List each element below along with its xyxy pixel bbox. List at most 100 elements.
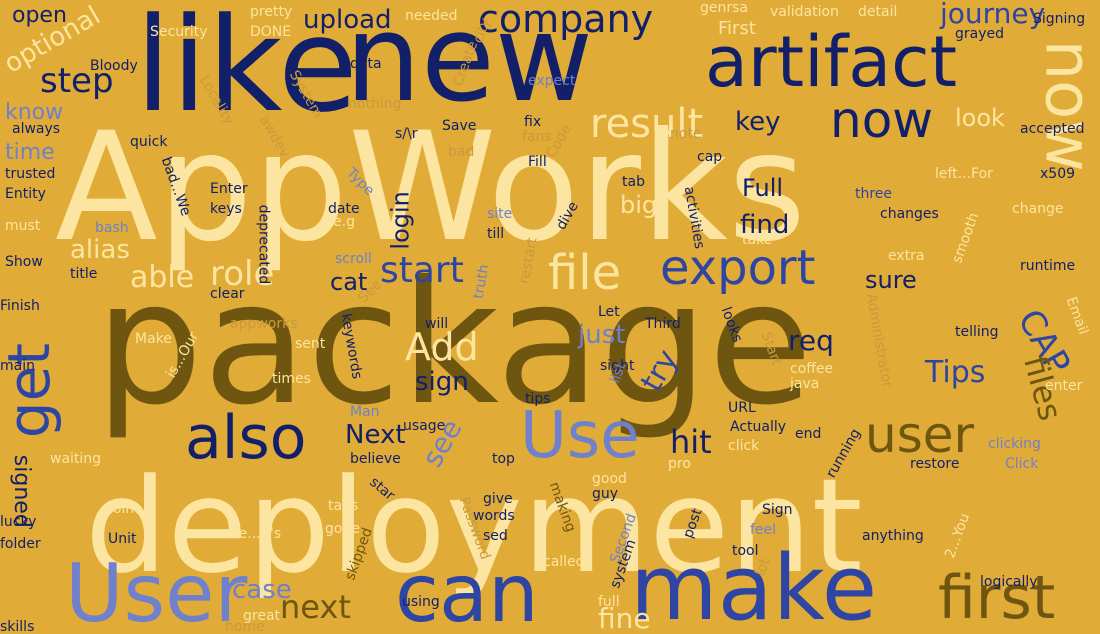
cloud-word: smooth	[949, 211, 983, 266]
cloud-word: able	[130, 260, 195, 295]
cloud-word: Administrator	[862, 292, 895, 390]
cloud-word: expect	[528, 73, 576, 90]
cloud-word: export	[660, 239, 816, 296]
cloud-word: home	[225, 619, 265, 634]
cloud-word: big	[620, 191, 658, 220]
cloud-word: Tips	[925, 355, 986, 390]
cloud-word: Third	[645, 316, 681, 333]
cloud-word: pretty	[250, 4, 293, 21]
cloud-word: deployment	[85, 450, 863, 602]
cloud-word: cap	[697, 149, 723, 166]
cloud-word: bash	[95, 220, 129, 237]
cloud-word: three	[855, 186, 893, 203]
cloud-word: know	[5, 100, 64, 126]
cloud-word: grayed	[955, 26, 1005, 43]
cloud-word: believe	[350, 451, 401, 468]
cloud-word: give	[483, 491, 513, 508]
cloud-word: Show	[5, 254, 43, 271]
cloud-word: Fill	[528, 154, 547, 171]
cloud-word: alias	[70, 234, 130, 265]
cloud-word: time	[5, 140, 55, 166]
cloud-word: start	[380, 249, 464, 291]
cloud-word: sent	[295, 336, 326, 353]
cloud-word: left...For	[935, 166, 993, 183]
cloud-word: runtime	[1020, 258, 1076, 275]
cloud-word: logically	[980, 574, 1038, 591]
cloud-word: anything	[862, 528, 924, 545]
cloud-word: First	[718, 17, 756, 39]
cloud-word: Next	[345, 419, 406, 450]
cloud-word: deprecated	[255, 204, 272, 285]
cloud-word: req	[788, 323, 834, 357]
cloud-word: point	[104, 501, 140, 518]
cloud-word: sight	[600, 358, 635, 375]
cloud-word: changes	[880, 206, 939, 223]
cloud-word: package	[95, 245, 813, 443]
cloud-word: Bloody	[90, 58, 138, 75]
cloud-word: URL	[728, 400, 756, 417]
cloud-word: bad	[448, 144, 475, 161]
cloud-word: gone	[325, 521, 360, 538]
cloud-word: sign	[415, 366, 469, 397]
cloud-word: Save	[442, 118, 477, 135]
cloud-word: java	[790, 376, 820, 393]
cloud-word: Man	[350, 404, 380, 421]
cloud-word: new	[345, 0, 594, 129]
cloud-word: e.g	[333, 214, 355, 231]
cloud-word: Click	[1005, 456, 1039, 473]
cloud-word: me...it's	[225, 526, 282, 543]
cloud-word: now	[830, 91, 934, 149]
cloud-word: role	[210, 254, 275, 295]
cloud-word: case	[232, 574, 292, 605]
cloud-word: take	[742, 232, 773, 249]
cloud-word: date	[328, 201, 360, 218]
cloud-word: get	[0, 342, 63, 438]
cloud-word: cat	[330, 268, 368, 297]
cloud-word: Unit	[108, 531, 137, 548]
cloud-word: folder	[0, 536, 41, 553]
cloud-word: x509	[1040, 166, 1076, 183]
cloud-word: Sign	[762, 502, 793, 519]
cloud-word: tab	[622, 174, 645, 191]
cloud-word: result	[590, 101, 704, 147]
cloud-word: must	[5, 218, 41, 235]
cloud-word: sure	[865, 266, 917, 295]
cloud-word: DONE	[250, 24, 292, 41]
cloud-word: quick	[130, 134, 168, 151]
cloud-word: User	[65, 547, 248, 634]
cloud-word: nothing	[348, 96, 402, 113]
cloud-word: full	[598, 594, 620, 611]
cloud-word: top	[492, 451, 515, 468]
cloud-word: note	[670, 126, 702, 143]
cloud-word: accepted	[1020, 121, 1085, 138]
cloud-word: telling	[955, 324, 999, 341]
cloud-word: find	[740, 209, 790, 240]
cloud-word: restore	[910, 456, 960, 473]
cloud-word: just	[578, 319, 626, 350]
cloud-word: user	[865, 406, 975, 464]
cloud-word: now	[1030, 40, 1100, 173]
cloud-word: words	[473, 508, 515, 525]
cloud-word: Use	[520, 399, 640, 474]
cloud-word: Let	[598, 304, 620, 321]
cloud-word: till	[487, 226, 505, 243]
cloud-word: lucky	[0, 514, 37, 531]
cloud-word: journey	[940, 0, 1046, 30]
cloud-word: fine	[598, 601, 651, 634]
cloud-word: key	[735, 106, 781, 137]
cloud-word: can	[395, 547, 539, 634]
cloud-word: detail	[858, 4, 898, 21]
cloud-word: Enter	[210, 181, 248, 198]
cloud-word: usage	[403, 418, 446, 435]
cloud-word: company	[478, 0, 654, 41]
cloud-word: always	[12, 121, 61, 138]
cloud-word: upload	[303, 4, 392, 35]
cloud-word: guy	[592, 486, 619, 503]
cloud-word: appworks	[230, 316, 298, 333]
cloud-word: artifact	[705, 21, 958, 103]
cloud-word: will	[425, 316, 449, 333]
cloud-word: data	[350, 56, 382, 73]
cloud-word: first	[938, 563, 1056, 633]
cloud-word: Signing	[1033, 11, 1086, 28]
